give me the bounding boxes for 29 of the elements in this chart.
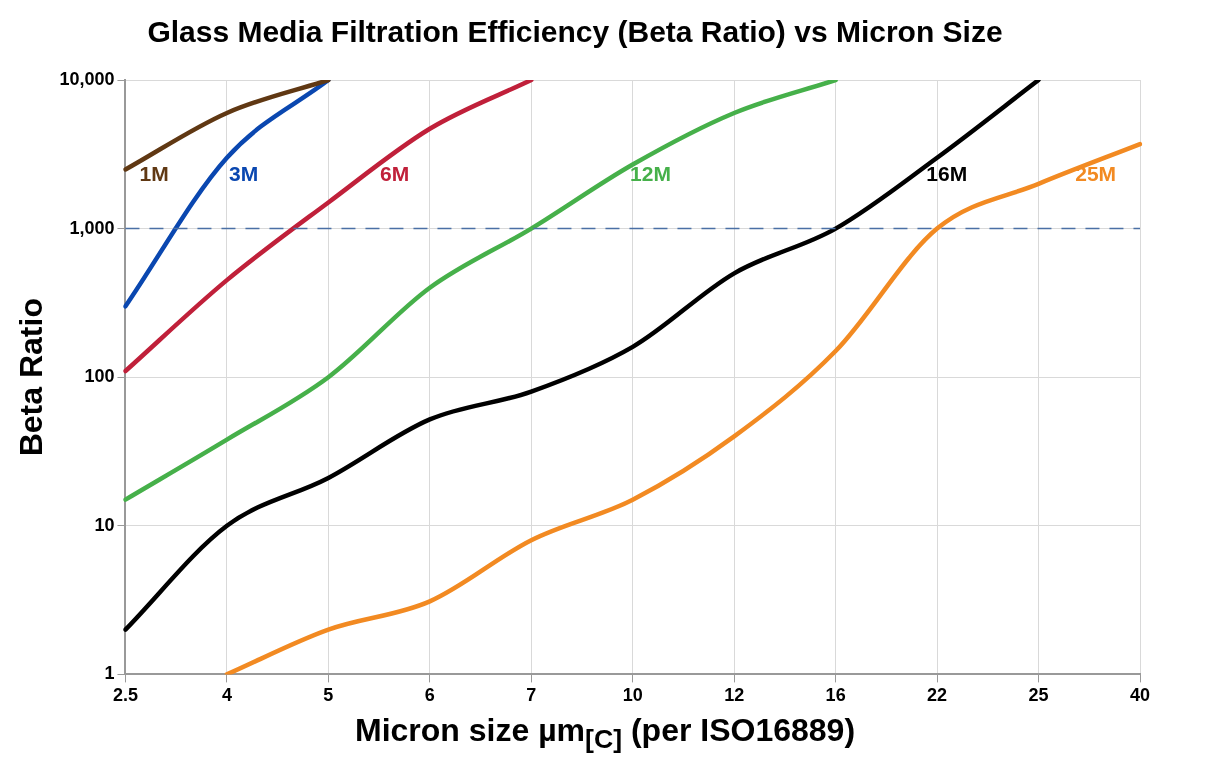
- series-label: 6M: [380, 161, 410, 185]
- line-series: [123, 80, 838, 502]
- series-label: 25M: [1075, 161, 1117, 185]
- x-tick-label: 6: [424, 685, 435, 706]
- x-tick-label: 22: [927, 685, 948, 706]
- series-label: 16M: [926, 161, 968, 185]
- y-tick-label: 1,000: [69, 217, 115, 238]
- y-tick-label: 10: [94, 514, 115, 535]
- series-label: 12M: [630, 161, 671, 185]
- x-axis-title: Micron size µm$_{[C]}$ (per ISO16889): [353, 712, 857, 756]
- line-series: [123, 80, 1041, 632]
- x-tick-label: 10: [622, 685, 643, 706]
- x-tick-label: 2.5: [112, 685, 138, 706]
- chart-title: Glass Media Filtration Efficiency (Beta Ratio) vs Micron Size: [147, 15, 1003, 49]
- line-series: [224, 141, 1143, 675]
- x-tick-label: 25: [1028, 685, 1049, 706]
- series-label: 1M: [139, 161, 169, 185]
- y-tick-label: 100: [84, 366, 115, 387]
- y-tick-label: 10,000: [59, 68, 115, 89]
- line-series: [123, 80, 534, 374]
- x-tick-label: 4: [221, 685, 232, 706]
- x-tick-label: 7: [526, 685, 537, 706]
- series-label: 3M: [229, 161, 259, 185]
- x-tick-label: 5: [323, 685, 334, 706]
- y-axis-title: Beta Ratio: [13, 298, 50, 457]
- x-tick-label: 16: [825, 685, 846, 706]
- y-tick-label: 1: [104, 663, 115, 684]
- x-tick-label: 40: [1129, 685, 1151, 706]
- x-tick-label: 12: [724, 685, 745, 706]
